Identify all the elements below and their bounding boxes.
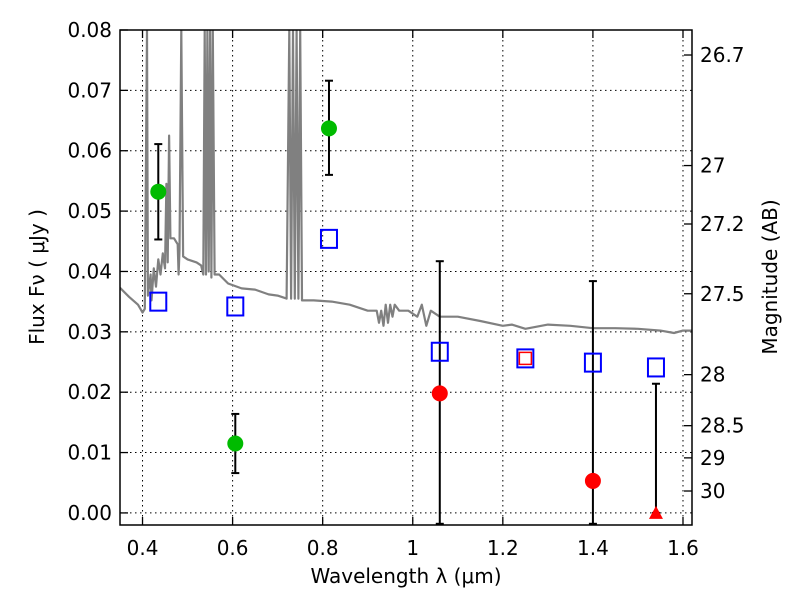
y-tick-label: 0.00 [67,501,112,525]
error-bars [154,79,660,525]
x-tick-label: 1.4 [577,536,609,560]
plot-frame [119,29,693,526]
x-axis-title: Wavelength λ (μm) [310,564,501,588]
x-tick-label: 1.2 [487,536,519,560]
photometry-point-marker [518,351,533,366]
photometry-point-marker [584,472,601,489]
photometry-point-marker [150,183,167,200]
y-tick-label: 0.06 [67,139,112,163]
y2-tick-label: 28 [700,363,725,387]
model-spectrum [120,30,692,335]
x-tick-label: 0.8 [307,536,339,560]
y2-tick-label: 26.7 [700,43,745,67]
y-tick-label: 0.04 [67,259,112,283]
y2-axis-ticks: 26.7 27 27.2 27.5 28 28.5 29 30 [684,43,745,503]
y2-tick-label: 27 [700,154,725,178]
y-tick-label: 0.02 [67,380,112,404]
y-axis-ticks: 0.00 0.01 0.02 0.03 0.04 0.05 0.06 0.07 0.08 [67,18,128,525]
photometry-point-marker [320,120,337,137]
y-tick-label: 0.07 [67,78,112,102]
x-tick-label: 1.6 [667,536,699,560]
data-markers [149,120,665,519]
y-tick-label: 0.05 [67,199,112,223]
x-axis-ticks: 0.4 0.6 0.8 1 1.2 1.4 1.6 [127,30,699,560]
x-tick-label: 0.6 [217,536,249,560]
model-point-marker [583,352,602,373]
model-point-marker [516,348,535,369]
y2-tick-label: 27.5 [700,282,745,306]
photometry-point-marker [431,385,448,402]
model-point-marker [226,296,245,317]
x-tick-label: 0.4 [127,536,159,560]
model-point-marker [319,228,338,249]
y2-tick-label: 27.2 [700,212,745,236]
y2-tick-label: 28.5 [700,414,745,438]
y-axis-title: Flux Fν ( μJy ) [25,209,49,345]
model-point-marker [430,341,449,362]
y-tick-label: 0.03 [67,320,112,344]
y2-axis-title: Magnitude (AB) [758,199,782,354]
y-tick-label: 0.08 [67,18,112,42]
y2-tick-label: 29 [700,446,725,470]
x-tick-label: 1 [406,536,419,560]
photometry-point-marker [227,435,244,452]
model-spectrum-line [120,30,692,335]
model-point-marker [646,357,665,378]
y-tick-label: 0.01 [67,441,112,465]
model-point-marker [149,291,168,312]
upper-limit-marker [648,505,663,519]
y2-tick-label: 30 [700,479,725,503]
